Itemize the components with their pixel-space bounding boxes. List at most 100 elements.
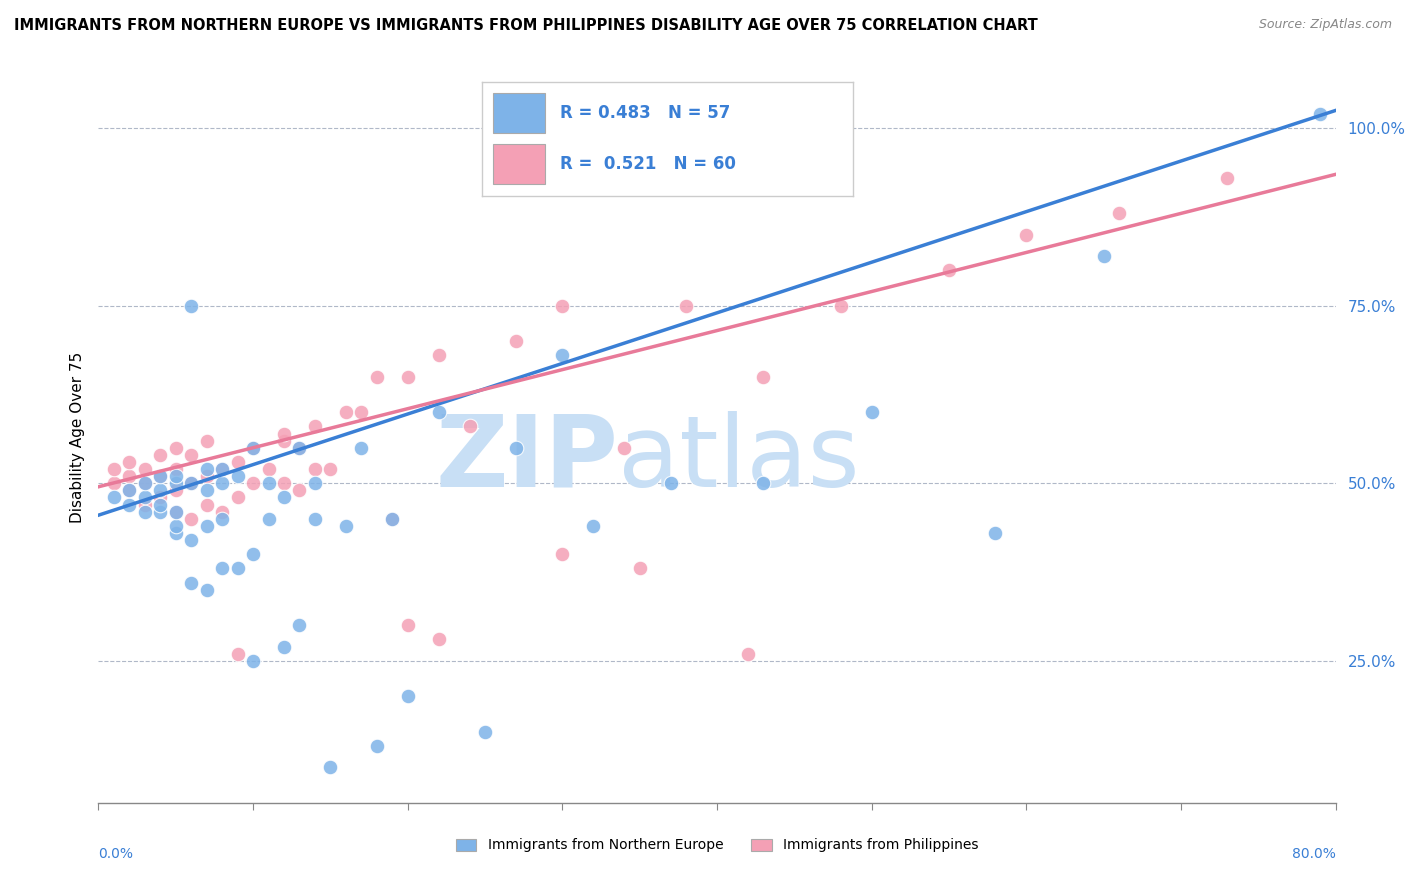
Point bbox=[319, 462, 342, 476]
Point bbox=[551, 299, 574, 313]
Text: Source: ZipAtlas.com: Source: ZipAtlas.com bbox=[1258, 18, 1392, 31]
Point bbox=[180, 448, 202, 462]
Point bbox=[257, 476, 280, 491]
Point bbox=[242, 441, 264, 455]
Point bbox=[226, 647, 249, 661]
Point bbox=[180, 476, 202, 491]
Point bbox=[273, 434, 295, 448]
Point bbox=[350, 441, 373, 455]
Point bbox=[180, 299, 202, 313]
Point bbox=[180, 533, 202, 547]
Point bbox=[551, 348, 574, 362]
Point bbox=[551, 547, 574, 561]
Point bbox=[505, 334, 527, 349]
Point bbox=[195, 434, 218, 448]
Point bbox=[675, 299, 697, 313]
Point bbox=[134, 476, 156, 491]
Point bbox=[335, 405, 357, 419]
Point bbox=[458, 419, 481, 434]
Point bbox=[180, 575, 202, 590]
Point bbox=[165, 469, 187, 483]
Point bbox=[273, 476, 295, 491]
Point bbox=[165, 505, 187, 519]
Point bbox=[118, 498, 141, 512]
Point bbox=[350, 405, 373, 419]
Point bbox=[149, 483, 172, 498]
Point bbox=[582, 519, 605, 533]
Point bbox=[257, 462, 280, 476]
Point bbox=[118, 483, 141, 498]
Point bbox=[381, 512, 404, 526]
Text: ZIP: ZIP bbox=[436, 410, 619, 508]
Text: 0.0%: 0.0% bbox=[98, 847, 134, 861]
Point bbox=[381, 512, 404, 526]
Point bbox=[211, 512, 233, 526]
Point bbox=[396, 369, 419, 384]
Point bbox=[211, 505, 233, 519]
Point bbox=[118, 469, 141, 483]
Point bbox=[211, 561, 233, 575]
Point bbox=[226, 469, 249, 483]
Point bbox=[118, 455, 141, 469]
Point bbox=[396, 618, 419, 632]
Point bbox=[149, 505, 172, 519]
Point bbox=[180, 512, 202, 526]
Point bbox=[427, 348, 450, 362]
Point bbox=[427, 632, 450, 647]
Legend: Immigrants from Northern Europe, Immigrants from Philippines: Immigrants from Northern Europe, Immigra… bbox=[450, 833, 984, 858]
Point bbox=[257, 512, 280, 526]
Point bbox=[165, 462, 187, 476]
Point bbox=[1015, 227, 1038, 242]
Point bbox=[659, 476, 682, 491]
Point bbox=[335, 519, 357, 533]
Point bbox=[242, 547, 264, 561]
Point bbox=[984, 525, 1007, 540]
Point bbox=[134, 491, 156, 505]
Point bbox=[319, 760, 342, 774]
Point bbox=[273, 640, 295, 654]
Point bbox=[242, 441, 264, 455]
Point bbox=[860, 405, 883, 419]
Point bbox=[195, 498, 218, 512]
Point bbox=[165, 476, 187, 491]
Point bbox=[103, 491, 125, 505]
Point bbox=[474, 724, 496, 739]
Point bbox=[195, 519, 218, 533]
Point bbox=[242, 654, 264, 668]
Point bbox=[304, 476, 326, 491]
Point bbox=[165, 441, 187, 455]
Point bbox=[103, 476, 125, 491]
Point bbox=[628, 561, 651, 575]
Point bbox=[242, 476, 264, 491]
Point bbox=[396, 690, 419, 704]
Point bbox=[165, 483, 187, 498]
Point bbox=[226, 455, 249, 469]
Point bbox=[226, 491, 249, 505]
Point bbox=[752, 369, 775, 384]
Text: atlas: atlas bbox=[619, 410, 859, 508]
Point bbox=[134, 462, 156, 476]
Text: 80.0%: 80.0% bbox=[1292, 847, 1336, 861]
Point bbox=[149, 498, 172, 512]
Point bbox=[180, 476, 202, 491]
Point bbox=[1108, 206, 1130, 220]
Point bbox=[273, 426, 295, 441]
Point bbox=[165, 525, 187, 540]
Point bbox=[195, 582, 218, 597]
Point bbox=[288, 441, 311, 455]
Point bbox=[752, 476, 775, 491]
Point bbox=[226, 561, 249, 575]
Point bbox=[1216, 170, 1239, 185]
Y-axis label: Disability Age Over 75: Disability Age Over 75 bbox=[69, 351, 84, 523]
Point bbox=[288, 483, 311, 498]
Point bbox=[427, 405, 450, 419]
Point bbox=[195, 483, 218, 498]
Point bbox=[103, 462, 125, 476]
Point bbox=[149, 469, 172, 483]
Text: IMMIGRANTS FROM NORTHERN EUROPE VS IMMIGRANTS FROM PHILIPPINES DISABILITY AGE OV: IMMIGRANTS FROM NORTHERN EUROPE VS IMMIG… bbox=[14, 18, 1038, 33]
Point bbox=[149, 448, 172, 462]
Point bbox=[195, 469, 218, 483]
Point bbox=[613, 441, 636, 455]
Point bbox=[180, 476, 202, 491]
Point bbox=[938, 263, 960, 277]
